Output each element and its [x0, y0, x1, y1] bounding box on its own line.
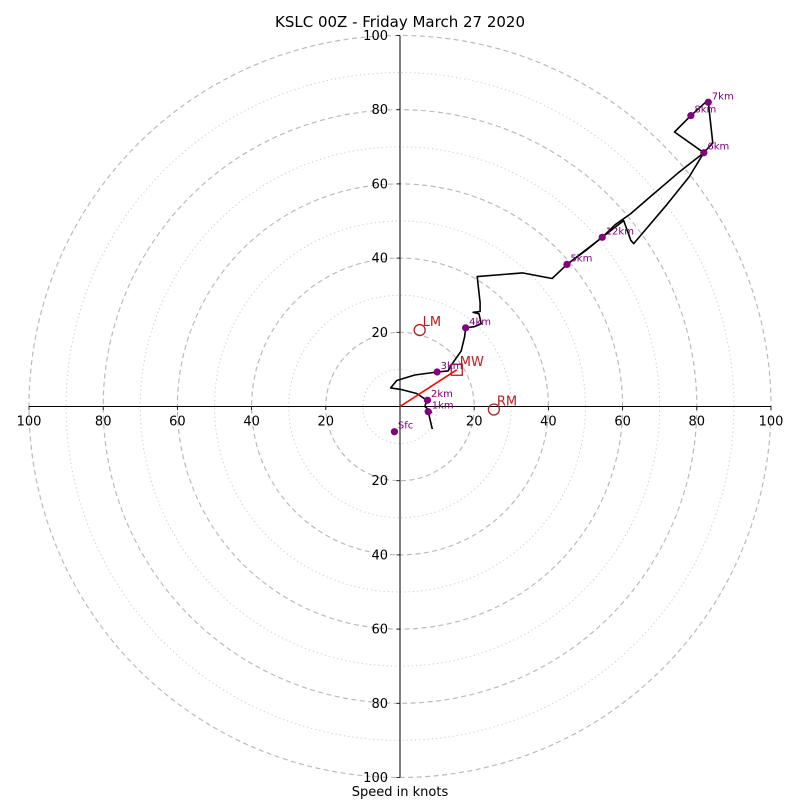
x-tick-label: 20 — [466, 415, 483, 430]
height-marker-4km — [462, 324, 470, 332]
x-tick-label: 100 — [759, 415, 784, 430]
x-tick-label: 40 — [540, 415, 557, 430]
y-tick-labels: 100 80 60 40 20 20 40 60 80 100 — [363, 29, 400, 786]
x-tick-label: 40 — [243, 415, 260, 430]
lm-marker — [413, 323, 426, 337]
height-label-5km: 5km — [570, 253, 592, 264]
height-label-7km: 7km — [712, 91, 734, 102]
y-tick-label: 80 — [371, 103, 388, 118]
height-marker-2km — [423, 396, 432, 404]
mw-label: MW — [460, 355, 484, 370]
height-marker-3km — [433, 368, 441, 376]
x-tick-label: 60 — [169, 415, 186, 430]
y-tick-label: 60 — [371, 623, 388, 638]
mw-marker — [450, 363, 463, 376]
height-marker-5km — [563, 260, 571, 269]
y-tick-label: 100 — [363, 29, 388, 44]
height-marker-12km — [598, 233, 606, 241]
height-marker-1km — [424, 408, 432, 416]
height-marker-8km — [687, 112, 695, 120]
x-tick-labels: 100 80 60 40 20 20 40 60 80 100 — [17, 406, 784, 430]
rm-marker — [487, 403, 501, 416]
x-tick-label: 100 — [17, 415, 42, 430]
hodograph-line — [389, 100, 714, 430]
y-tick-label: 40 — [371, 252, 388, 267]
chart-title: KSLC 00Z - Friday March 27 2020 — [275, 13, 525, 31]
y-tick-label: 40 — [371, 548, 388, 563]
x-axis-label: Speed in knots — [352, 785, 449, 800]
height-label-1km: 1km — [432, 401, 454, 412]
y-tick-label: 80 — [371, 697, 388, 712]
height-label-2km: 2km — [431, 389, 453, 400]
height-label-3km: 3km — [441, 361, 463, 372]
height-label-6km: 6km — [707, 142, 729, 153]
y-tick-label: 20 — [371, 326, 388, 341]
mean-wind-vector — [399, 369, 458, 408]
height-marker-sfc — [390, 428, 399, 436]
height-label-8km: 8km — [694, 105, 716, 116]
height-marker-6km — [700, 149, 708, 157]
mean-wind-arrow — [399, 369, 458, 408]
lm-label: LM — [423, 315, 441, 330]
x-tick-label: 80 — [95, 415, 112, 430]
x-tick-label: 80 — [689, 415, 706, 430]
height-marker-7km — [704, 98, 712, 106]
x-tick-label: 60 — [614, 415, 631, 430]
hodograph-trace — [389, 100, 714, 430]
y-tick-label: 100 — [363, 771, 388, 786]
y-tick-label: 60 — [371, 177, 388, 192]
x-tick-label: 20 — [318, 415, 335, 430]
storm-motion-markers: LM RM MW — [413, 315, 517, 416]
height-label-4km: 4km — [469, 317, 491, 328]
y-tick-label: 20 — [371, 474, 388, 489]
height-label-12km: 12km — [606, 226, 634, 237]
rm-label: RM — [497, 394, 517, 409]
height-label-sfc: Sfc — [398, 421, 413, 432]
